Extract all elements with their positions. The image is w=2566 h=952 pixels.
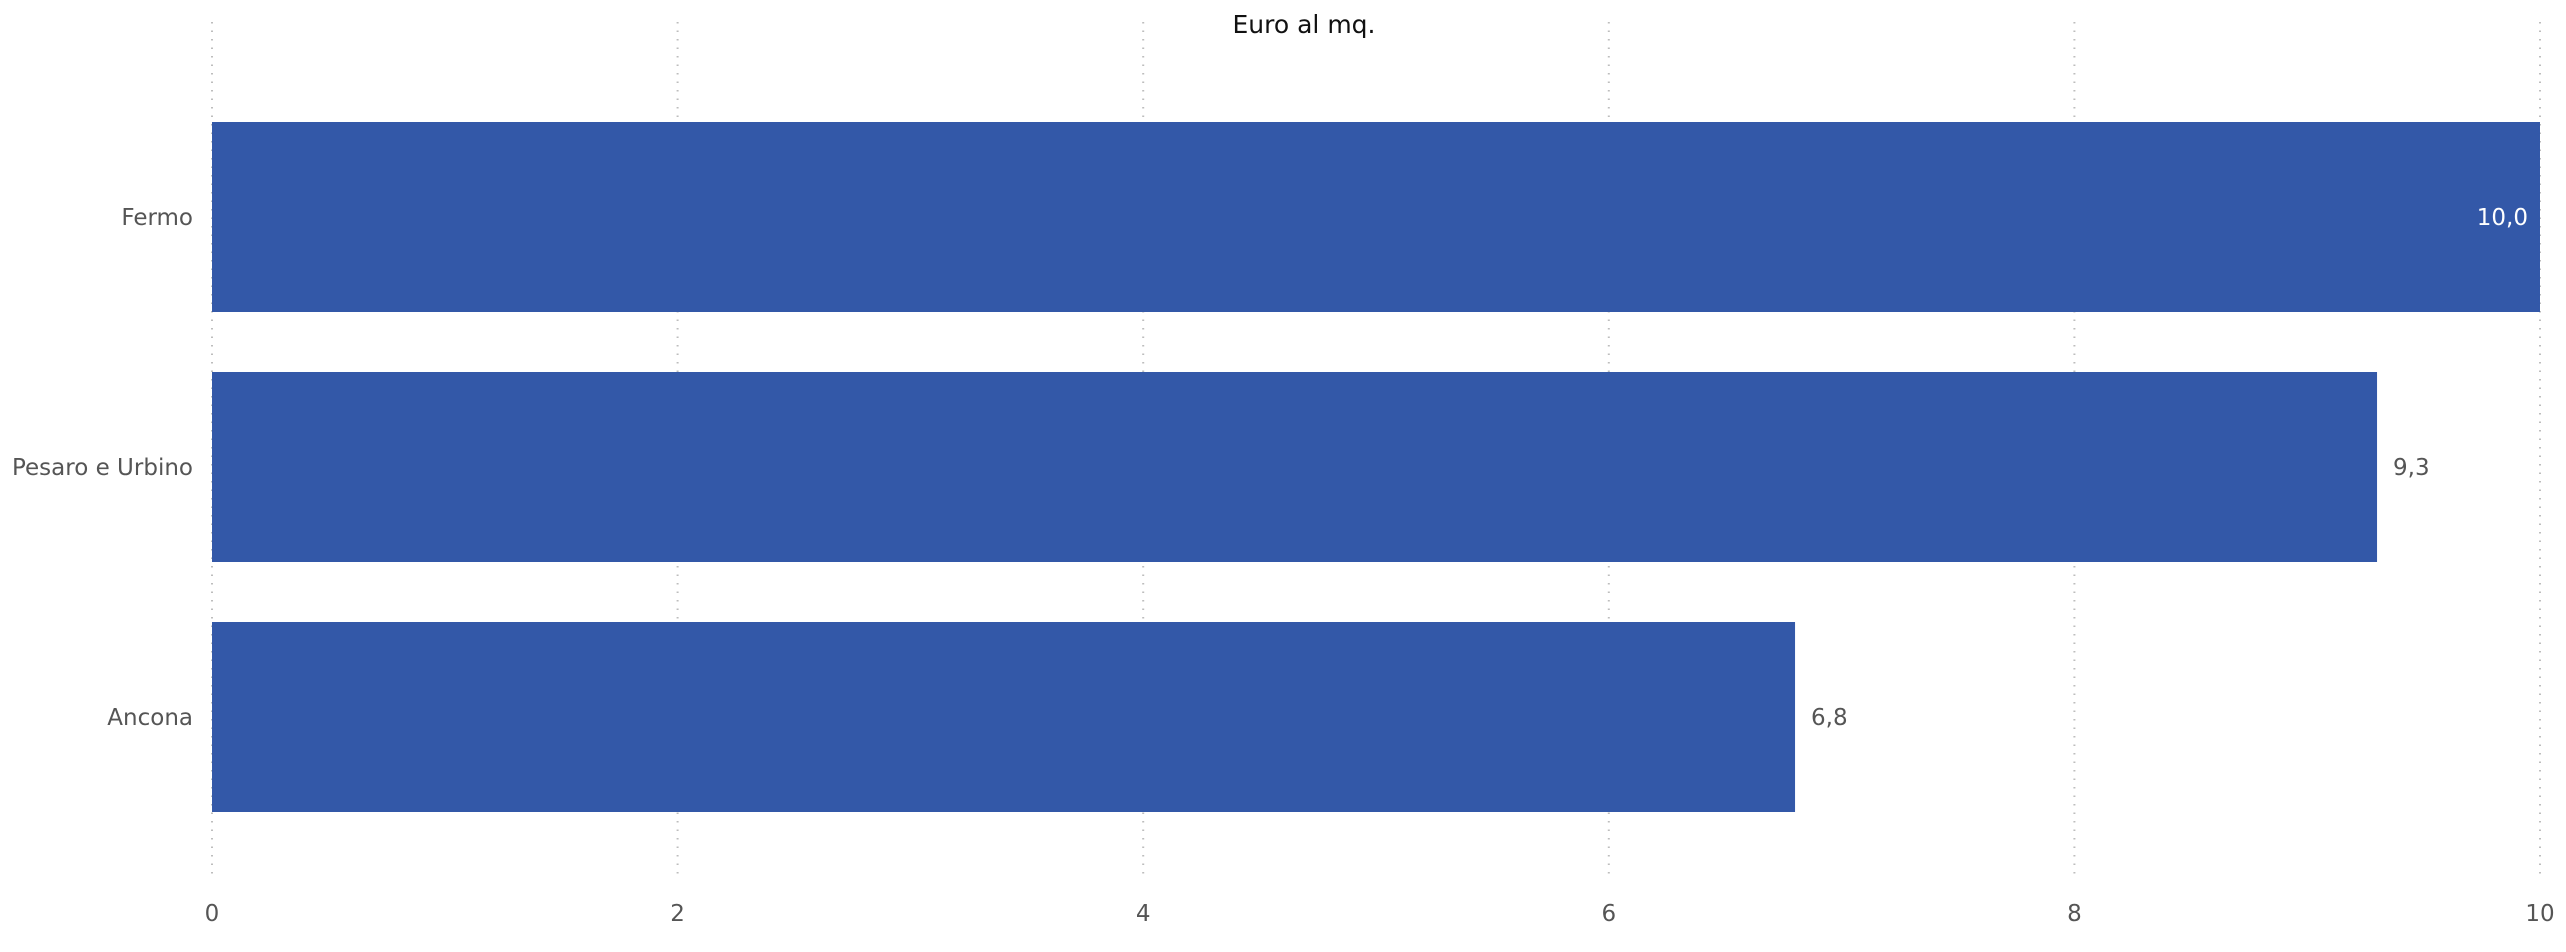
x-tick-label-0: 0 xyxy=(205,901,220,927)
bar-1[interactable] xyxy=(212,372,2378,562)
x-tick-label-3: 6 xyxy=(1601,901,1616,927)
category-label-0: Fermo xyxy=(121,205,193,231)
x-tick-label-5: 10 xyxy=(2525,901,2554,927)
labels: 0 2 4 6 8 10 Fermo 10,0 Pesaro e Urbino 9,3 Ancona… xyxy=(12,205,2555,927)
value-label-2: 6,8 xyxy=(1811,705,1848,731)
value-label-1: 9,3 xyxy=(2393,455,2430,481)
category-label-2: Ancona xyxy=(107,705,193,731)
category-label-1: Pesaro e Urbino xyxy=(12,455,193,481)
value-label-0: 10,0 xyxy=(2477,205,2528,231)
x-tick-label-2: 4 xyxy=(1136,901,1151,927)
x-tick-label-4: 8 xyxy=(2067,901,2082,927)
bar-2[interactable] xyxy=(212,622,1796,812)
chart-title: Euro al mq. xyxy=(1233,10,1376,39)
bars xyxy=(212,122,2540,812)
bar-0[interactable] xyxy=(212,122,2540,312)
x-tick-label-1: 2 xyxy=(670,901,685,927)
